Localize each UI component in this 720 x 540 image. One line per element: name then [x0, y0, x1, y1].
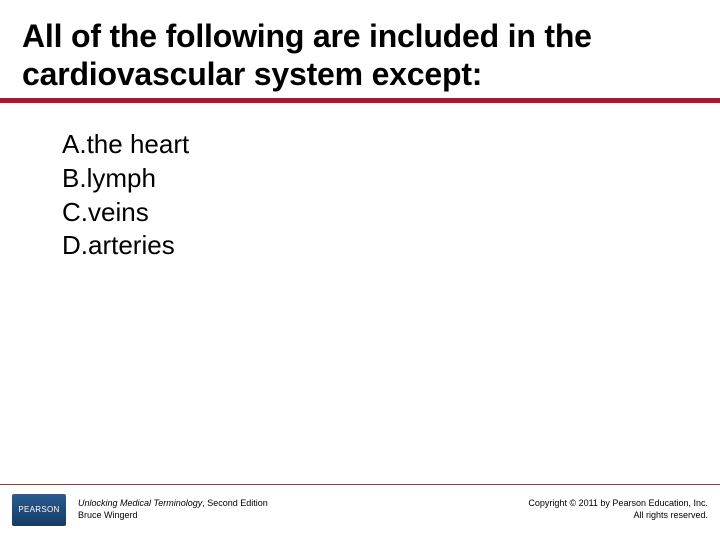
answer-option-a: A.the heart: [62, 128, 189, 162]
answer-option-b: B.lymph: [62, 162, 189, 196]
book-edition: , Second Edition: [202, 498, 268, 508]
footer: PEARSON Unlocking Medical Terminology, S…: [0, 485, 720, 540]
slide: All of the following are included in the…: [0, 0, 720, 540]
answer-option-d: D.arteries: [62, 229, 189, 263]
answer-option-c: C.veins: [62, 196, 189, 230]
title-underline: [0, 98, 720, 103]
copyright-line-2: All rights reserved.: [528, 510, 708, 522]
book-title-line: Unlocking Medical Terminology, Second Ed…: [78, 498, 268, 510]
answer-text: arteries: [88, 230, 175, 260]
publisher-logo: PEARSON: [12, 494, 66, 526]
footer-right: Copyright © 2011 by Pearson Education, I…: [528, 498, 708, 521]
answer-text: the heart: [87, 129, 190, 159]
answer-text: lymph: [87, 163, 156, 193]
answer-list: A.the heart B.lymph C.veins D.arteries: [62, 128, 189, 263]
answer-label: B.: [62, 163, 87, 193]
book-author: Bruce Wingerd: [78, 510, 268, 522]
answer-label: C.: [62, 197, 88, 227]
publisher-logo-text: PEARSON: [18, 505, 59, 514]
answer-text: veins: [88, 197, 149, 227]
answer-label: D.: [62, 230, 88, 260]
title-bar: All of the following are included in the…: [0, 10, 720, 108]
book-info: Unlocking Medical Terminology, Second Ed…: [78, 498, 268, 521]
book-title: Unlocking Medical Terminology: [78, 498, 202, 508]
copyright-line-1: Copyright © 2011 by Pearson Education, I…: [528, 498, 708, 510]
answer-label: A.: [62, 129, 87, 159]
question-title: All of the following are included in the…: [22, 18, 698, 94]
footer-left: PEARSON Unlocking Medical Terminology, S…: [12, 494, 268, 526]
